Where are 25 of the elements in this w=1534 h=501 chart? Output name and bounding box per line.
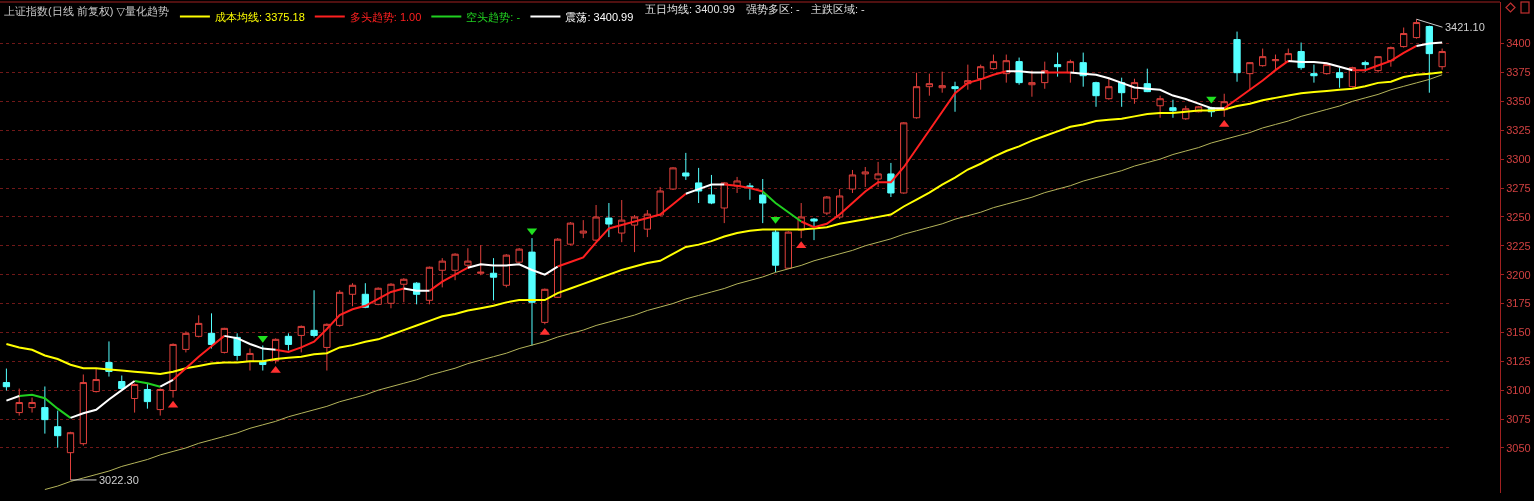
y-tick-label: 3050 <box>1506 441 1531 454</box>
y-tick-label: 3175 <box>1506 297 1531 310</box>
y-tick-label: 3100 <box>1506 384 1531 397</box>
y-tick-label: 3250 <box>1506 210 1531 223</box>
chart-title: 上证指数(日线 前复权) ▽量化趋势 <box>4 4 169 17</box>
y-tick-label: 3400 <box>1506 37 1531 50</box>
y-tick-label: 3375 <box>1506 66 1531 79</box>
y-tick-label: 3125 <box>1506 355 1531 368</box>
annotation: 3022.30 <box>99 474 139 486</box>
annotation: 强势多区: - <box>746 3 801 15</box>
annotation: 3421.10 <box>1445 21 1485 33</box>
y-tick-label: 3200 <box>1506 268 1531 281</box>
legend-label: 多头趋势: 1.00 <box>349 10 422 23</box>
y-tick-label: 3150 <box>1506 326 1531 339</box>
y-tick-label: 3075 <box>1506 412 1531 425</box>
y-tick-label: 3225 <box>1506 239 1531 252</box>
y-tick-label: 3325 <box>1506 124 1531 137</box>
y-tick-label: 3300 <box>1506 152 1531 165</box>
legend-label: 成本均线: 3375.18 <box>214 10 305 23</box>
y-tick-label: 3350 <box>1506 95 1531 108</box>
legend-label: 空头趋势: - <box>466 10 521 23</box>
annotation: 五日均线: 3400.99 <box>645 3 735 15</box>
y-tick-label: 3275 <box>1506 181 1531 194</box>
legend-label: 震荡: 3400.99 <box>565 10 634 23</box>
annotation: 主跌区域: - <box>811 3 866 15</box>
